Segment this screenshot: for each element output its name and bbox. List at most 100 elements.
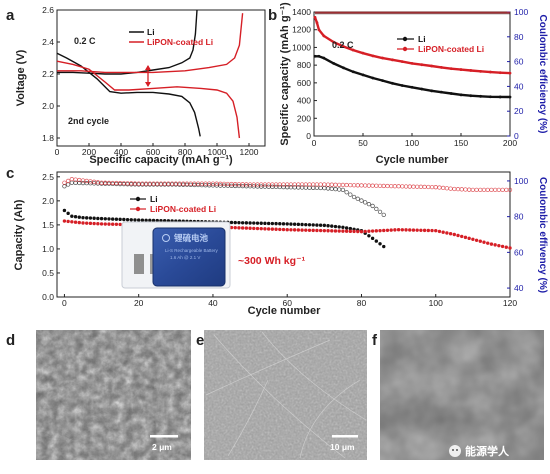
capacity-point-li xyxy=(410,85,414,89)
capacity-point-lipon xyxy=(92,221,96,226)
x-tick-label-a: 0 xyxy=(55,147,60,157)
ce-point-li xyxy=(370,203,375,209)
x-tick-label-b: 200 xyxy=(503,138,517,148)
capacity-point-lipon xyxy=(252,226,256,231)
ce-point-li xyxy=(374,206,379,212)
capacity-point-li xyxy=(333,224,338,229)
capacity-point-li xyxy=(252,221,256,225)
capacity-point-lipon xyxy=(434,228,438,233)
ce-point-lipon xyxy=(359,183,364,188)
x-tick-label-b: 150 xyxy=(454,138,468,148)
ce-point-lipon xyxy=(429,184,435,190)
ce-point-lipon xyxy=(470,187,476,193)
capacity-point-li xyxy=(449,92,453,95)
ce-point-lipon xyxy=(418,184,424,189)
capacity-point-li xyxy=(337,225,341,229)
annotation-cycle-a: 2nd cycle xyxy=(68,116,109,126)
legend-label-li-c: Li xyxy=(150,194,158,204)
capacity-point-li xyxy=(479,94,482,98)
ce-point-lipon xyxy=(65,178,71,184)
capacity-point-li xyxy=(233,220,237,225)
ce-point-lipon xyxy=(348,182,353,188)
capacity-point-lipon xyxy=(62,219,67,223)
ce-point-lipon xyxy=(285,182,290,187)
capacity-point-lipon xyxy=(103,222,107,226)
ce-point-lipon xyxy=(377,183,383,188)
ce-point-lipon xyxy=(329,182,334,187)
scalebar-d xyxy=(150,435,178,438)
y2-tick-label-b: 20 xyxy=(514,106,524,116)
plot-frame-b xyxy=(313,11,511,137)
capacity-point-li xyxy=(244,221,249,225)
wechat-icon xyxy=(449,445,461,457)
capacity-point-lipon xyxy=(229,225,234,230)
x-tick-label-c: 60 xyxy=(282,298,292,308)
capacity-point-lipon xyxy=(445,231,449,235)
ce-point-lipon xyxy=(474,187,479,193)
capacity-point-lipon xyxy=(396,227,401,232)
ce-point-lipon xyxy=(485,187,490,193)
energy-density-annotation: ~300 Wh kg⁻¹ xyxy=(238,255,306,267)
battery-brand-text: 锂硫电池 xyxy=(174,233,209,243)
capacity-point-li xyxy=(278,222,282,226)
capacity-point-lipon xyxy=(478,239,482,243)
capacity-point-lipon xyxy=(420,63,424,67)
panel-f-sem: f 能源学人 xyxy=(372,330,544,460)
capacity-point-lipon xyxy=(317,28,321,32)
capacity-point-li xyxy=(263,221,267,226)
y2-axis-label-b: Coulombic efficiency (%) xyxy=(537,15,548,134)
capacity-point-lipon xyxy=(255,226,260,231)
capacity-point-li xyxy=(292,222,297,226)
capacity-point-lipon xyxy=(296,228,301,232)
y-axis-label-b: Specific capacity (mAh g⁻¹) xyxy=(279,2,291,146)
ce-point-li xyxy=(359,198,364,203)
capacity-point-li xyxy=(62,208,67,213)
capacity-point-lipon xyxy=(467,236,471,241)
capacity-point-lipon xyxy=(419,228,423,232)
capacity-point-lipon xyxy=(110,222,115,226)
ce-point-lipon xyxy=(396,184,401,189)
ce-point-lipon xyxy=(489,187,494,193)
capacity-point-li xyxy=(248,221,252,225)
ce-point-lipon xyxy=(415,184,420,189)
capacity-point-lipon xyxy=(322,34,326,38)
capacity-point-lipon xyxy=(479,69,482,73)
ce-point-lipon xyxy=(467,187,472,192)
ce-point-lipon xyxy=(322,182,327,187)
capacity-point-li xyxy=(317,54,321,58)
ce-point-lipon xyxy=(422,184,427,190)
y-tick-label-c: 2.0 xyxy=(42,196,54,206)
capacity-point-lipon xyxy=(430,228,434,233)
capacity-point-li xyxy=(255,221,260,225)
capacity-point-li xyxy=(296,222,301,227)
panel-a-voltage-profile: a 0 200 400 600 800 1000 1200 1.8 2.0 2.2 2.4 2.6 0… xyxy=(6,5,266,166)
capacity-point-lipon xyxy=(70,220,74,224)
capacity-point-lipon xyxy=(278,227,282,232)
panel-d-sem: d 2 μm xyxy=(6,330,191,460)
y-axis-label-c: Capacity (Ah) xyxy=(13,199,25,270)
capacity-point-lipon xyxy=(96,222,100,226)
ce-point-lipon xyxy=(273,182,279,187)
capacity-point-li xyxy=(85,216,89,220)
capacity-point-li xyxy=(81,215,85,220)
capacity-point-li xyxy=(110,217,115,221)
capacity-point-lipon xyxy=(233,225,237,230)
legend-a: Li LiPON-coated Li xyxy=(129,27,213,47)
battery-sub-text-2: 1.6 Ah @ 2.1 V xyxy=(170,255,200,260)
capacity-point-li xyxy=(440,90,443,94)
capacity-point-lipon xyxy=(441,230,445,234)
legend-marker-li-b xyxy=(402,36,408,42)
capacity-point-li xyxy=(318,223,323,227)
ce-point-lipon xyxy=(403,184,409,189)
ce-point-li xyxy=(325,186,331,191)
capacity-point-lipon xyxy=(270,227,275,231)
ce-point-lipon xyxy=(426,184,431,190)
ce-point-lipon xyxy=(492,187,498,193)
capacity-point-lipon xyxy=(361,51,365,55)
capacity-point-lipon xyxy=(244,226,249,230)
capacity-point-li xyxy=(361,73,365,77)
capacity-point-lipon xyxy=(326,229,330,233)
y-tick-label-c: 0.0 xyxy=(42,292,54,302)
capacity-point-lipon xyxy=(410,61,414,65)
